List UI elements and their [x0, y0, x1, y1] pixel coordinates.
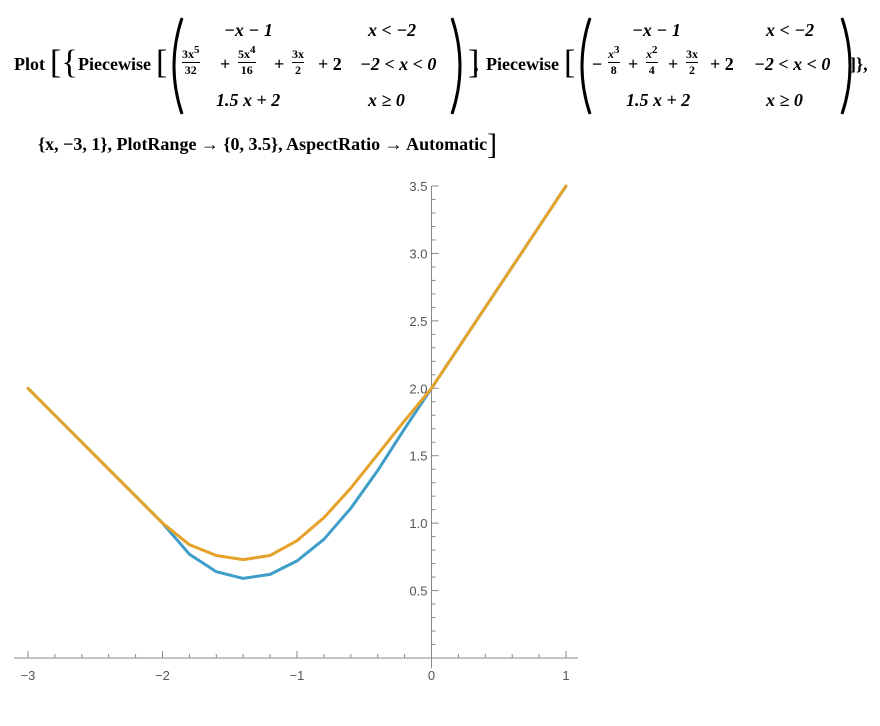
- y-tick-label: 1.0: [409, 516, 427, 531]
- y-tick-label: 0.5: [409, 584, 427, 599]
- series-line-2: [26, 184, 568, 562]
- open-bracket: [{: [50, 44, 78, 81]
- options-text: {x, −3, 1}, PlotRange → {0, 3.5}, Aspect…: [38, 134, 488, 154]
- piecewise-2: Piecewise: [486, 54, 559, 74]
- plot-keyword: Plot: [14, 54, 45, 74]
- p2-mid-cond: −2 < x < 0: [754, 54, 831, 74]
- p2-top-expr: −x − 1: [632, 20, 681, 40]
- p1-bottom-cond: x ≥ 0: [368, 90, 405, 110]
- bracket-1: [: [156, 44, 168, 81]
- p1-top-cond: x < −2: [368, 20, 417, 40]
- y-tick-label: 1.5: [409, 449, 427, 464]
- p1-mid-cond: −2 < x < 0: [360, 54, 437, 74]
- bracket-2: [: [564, 44, 576, 81]
- input-expression[interactable]: Plot [{ Piecewise [ −x − 1 x < −2 3x5 32…: [14, 14, 874, 118]
- p2-top-cond: x < −2: [766, 20, 815, 40]
- p2-frac-2: x2 4: [646, 44, 658, 77]
- bracket-close-1: ]: [468, 44, 480, 81]
- paren-left-1: [172, 17, 184, 115]
- p2-bottom-expr: 1.5 x + 2: [626, 90, 691, 110]
- x-tick-label: 0: [428, 668, 435, 683]
- input-options[interactable]: {x, −3, 1}, PlotRange → {0, 3.5}, Aspect…: [38, 128, 498, 161]
- y-tick-label: 2.0: [409, 381, 427, 396]
- piecewise-1: Piecewise: [78, 54, 151, 74]
- p2-frac-1: x3 8: [608, 44, 620, 77]
- p1-bottom-expr: 1.5 x + 2: [216, 90, 281, 110]
- x-tick-label: −3: [21, 668, 36, 683]
- paren-left-2: [580, 17, 592, 115]
- p1-frac-1: 3x5 32: [182, 44, 200, 77]
- y-tick-label: 3.5: [409, 179, 427, 194]
- x-tick-label: −2: [155, 668, 170, 683]
- p2-frac-3: 3x 2: [686, 47, 698, 77]
- paren-right-2: [840, 17, 852, 115]
- p1-top-expr: −x − 1: [224, 20, 273, 40]
- p1-frac-3: 3x 2: [292, 47, 304, 77]
- p2-bottom-cond: x ≥ 0: [766, 90, 803, 110]
- y-tick-label: 3.0: [409, 246, 427, 261]
- close-brackets: ]},: [850, 54, 868, 74]
- x-tick-label: 1: [562, 668, 569, 683]
- p1-frac-2: 5x4 16: [238, 44, 256, 77]
- x-tick-label: −1: [290, 668, 305, 683]
- paren-right-1: [450, 17, 462, 115]
- series-line-1: [26, 184, 568, 580]
- y-tick-label: 2.5: [409, 314, 427, 329]
